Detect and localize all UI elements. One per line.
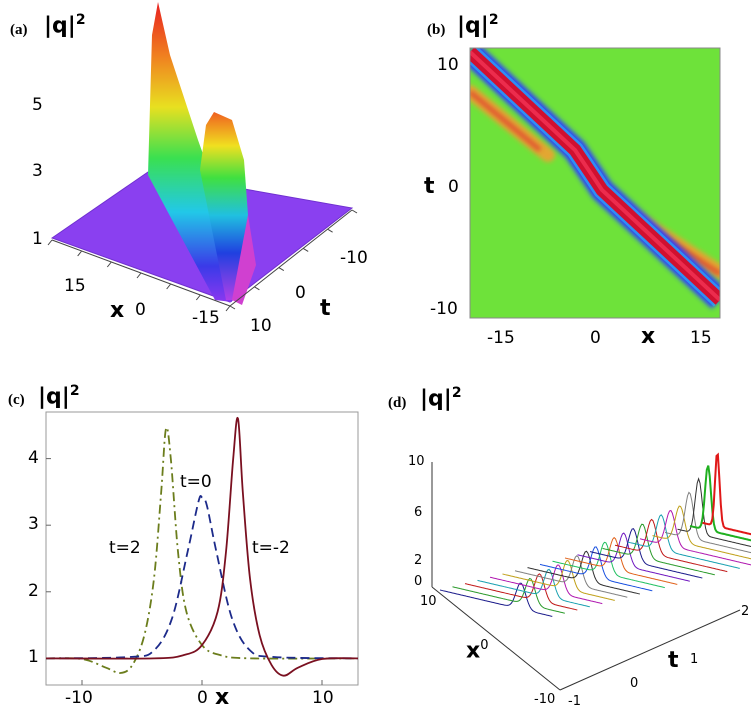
panel-d-ttick: 2 <box>741 604 750 619</box>
panel-b-ylabel: t <box>424 174 435 199</box>
panel-b-xlabel: x <box>641 324 656 349</box>
waterfall-trace <box>689 465 751 542</box>
panel-a-xtick: -15 <box>192 308 220 328</box>
panel-b-ytick: -10 <box>430 299 458 319</box>
y-tick-label: 4 <box>28 447 39 468</box>
waterfall-trace <box>564 536 678 585</box>
series-line-t2 <box>45 426 359 674</box>
series-line-t0 <box>45 495 359 660</box>
panel-b-xtick: -15 <box>487 328 515 348</box>
panel-d-ttick: 0 <box>630 676 639 691</box>
panel-d-ttick: 1 <box>690 652 699 667</box>
panel-b-title: |q|2 <box>457 12 499 39</box>
waterfall-trace <box>652 505 751 560</box>
panel-b-xtick: 15 <box>690 328 712 348</box>
panel-a-ttick: 10 <box>250 316 272 336</box>
panel-d-ztitle: |q|2 <box>420 385 462 412</box>
panel-c-ylabel: |q|2 <box>38 383 80 410</box>
waterfall-trace <box>514 555 628 598</box>
panel-a-ztitle: |q|2 <box>44 12 86 39</box>
panel-b-ytick: 0 <box>448 177 459 197</box>
panel-d-tlabel: t <box>668 648 679 673</box>
waterfall-trace <box>664 491 751 554</box>
panel-a-tlabel: t <box>320 296 331 321</box>
panel-d-ztick: 6 <box>414 505 423 520</box>
x-tick-label: 0 <box>197 688 208 708</box>
panel-a-ztick: 3 <box>32 161 43 181</box>
panel-d-ztick: 2 <box>414 553 423 568</box>
y-tick-label: 1 <box>28 647 39 668</box>
panel-d-label: (d) <box>388 395 407 411</box>
waterfall-trace <box>502 559 615 601</box>
series-line-tm2 <box>45 416 359 677</box>
panel-b-label: (b) <box>427 22 446 38</box>
waterfall-trace <box>452 577 565 614</box>
panel-d-ztick: 0 <box>414 574 423 589</box>
y-tick-label: 3 <box>28 514 39 535</box>
annotation-t2: t=2 <box>109 538 141 558</box>
panel-b-ytick: 10 <box>437 55 459 75</box>
panel-a-xlabel: x <box>110 298 125 323</box>
panel-a-xtick: 0 <box>135 300 146 320</box>
panel-a-ztick: 1 <box>32 229 43 249</box>
panel-a-xtick: 15 <box>64 276 86 296</box>
waterfall-trace <box>477 568 590 608</box>
annotation-tm2: t=-2 <box>252 538 290 558</box>
waterfall-trace <box>677 477 751 548</box>
panel-a-ttick: 0 <box>295 283 306 303</box>
waterfall-trace <box>464 573 578 611</box>
waterfall-trace <box>702 452 751 536</box>
waterfall-trace <box>639 509 751 566</box>
panel-d-xlabel: x0 <box>466 638 489 664</box>
panel-d-ztick: 10 <box>408 454 425 469</box>
panel-d-xtick: 10 <box>420 594 437 609</box>
x-tick-label: -10 <box>65 688 93 708</box>
x-tick-label: 10 <box>312 688 334 708</box>
waterfall-trace <box>527 550 640 595</box>
panel-d-ttick: -1 <box>568 694 581 709</box>
panel-c-xlabel: x <box>215 685 230 710</box>
waterfall-trace <box>577 532 690 582</box>
waterfall-trace <box>627 514 740 569</box>
panel-d-xtick: -10 <box>534 692 556 707</box>
panel-b-xtick: 0 <box>590 328 601 348</box>
waterfall-trace <box>489 564 603 605</box>
waterfall-trace <box>539 546 653 592</box>
waterfall-trace <box>589 528 703 579</box>
panel-a-label: (a) <box>10 22 28 38</box>
waterfall-trace <box>602 523 715 576</box>
y-tick-label: 2 <box>28 580 39 601</box>
panel-a-ttick: -10 <box>340 248 368 268</box>
panel-a-ztick: 5 <box>32 95 43 115</box>
panel-c-label: (c) <box>8 392 25 408</box>
panel-c-frame <box>45 411 359 686</box>
waterfall-trace <box>614 518 728 573</box>
annotation-t0: t=0 <box>180 472 212 492</box>
waterfall-trace <box>439 582 553 617</box>
